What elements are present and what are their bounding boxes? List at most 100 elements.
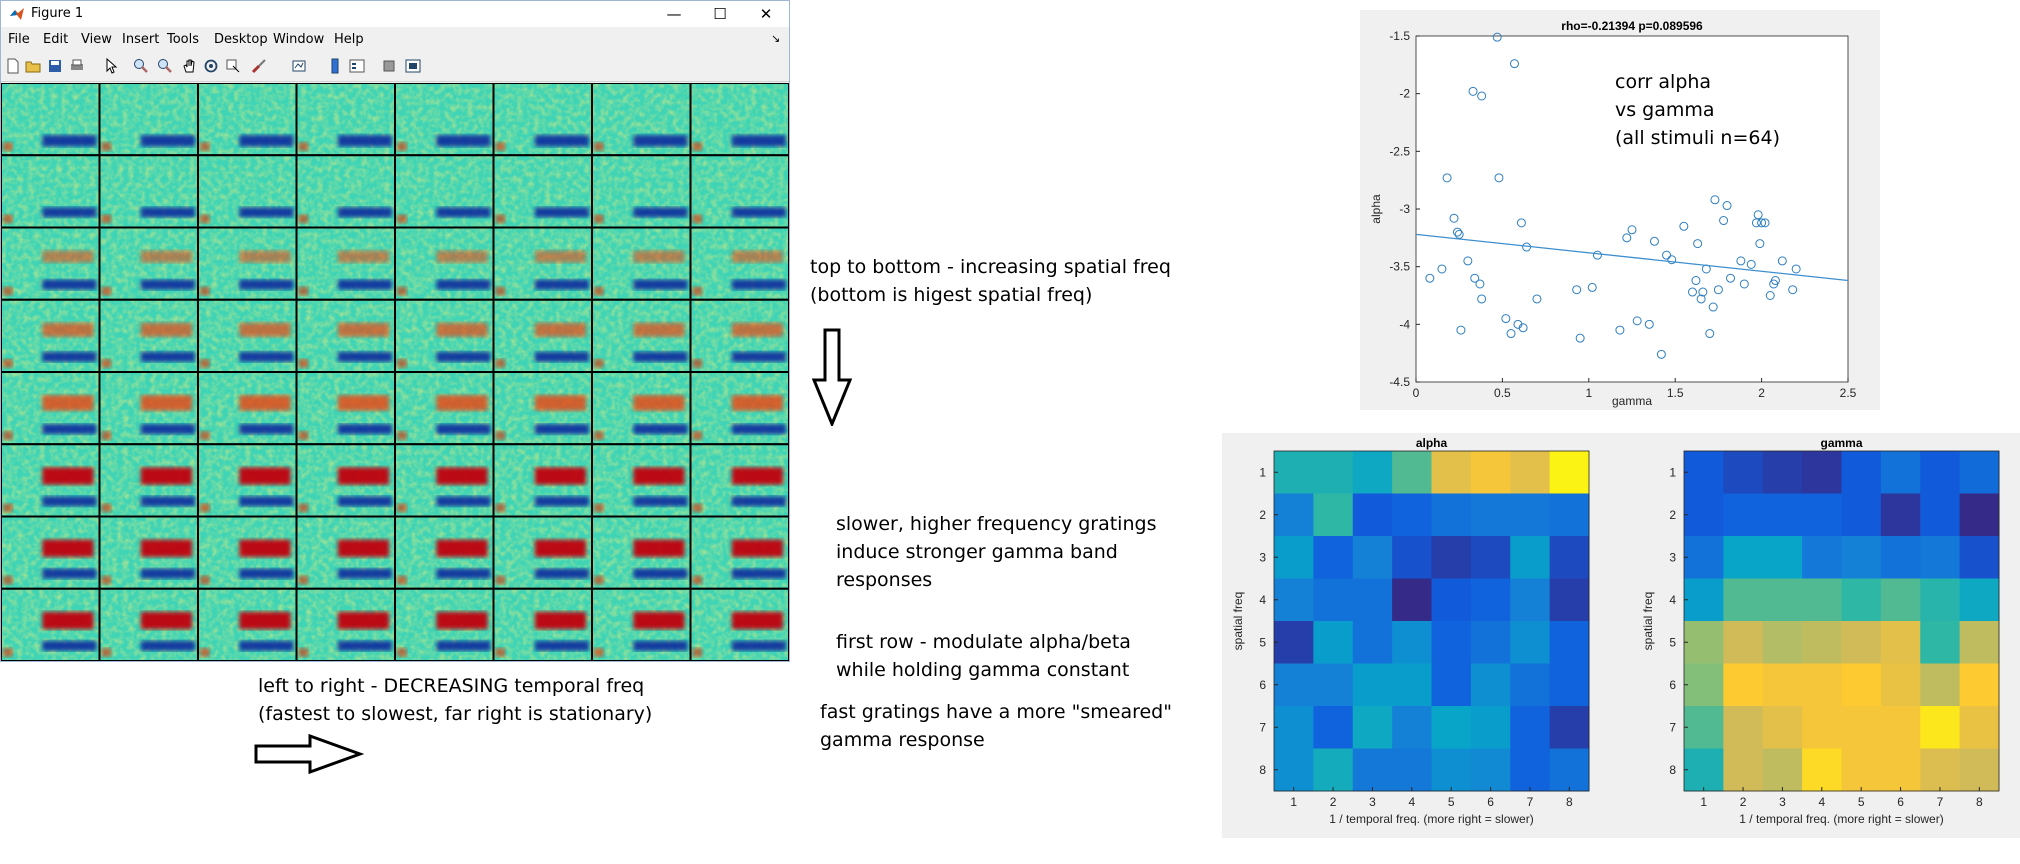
scatter-point [1468, 86, 1478, 96]
title-bar[interactable]: Figure 1 — ☐ ✕ [1, 1, 789, 27]
spectrogram-cell [98, 443, 199, 518]
figure-window[interactable]: Figure 1 — ☐ ✕ File Edit View Insert Too… [0, 0, 790, 662]
legend-icon[interactable] [349, 58, 365, 74]
close-button[interactable]: ✕ [759, 5, 773, 23]
hide-plot-tools-icon[interactable] [381, 58, 397, 74]
link-icon[interactable] [291, 58, 307, 74]
heatmap-title: alpha [1416, 436, 1448, 450]
scatter-point [1452, 227, 1462, 237]
x-tick-label: 5 [1448, 795, 1455, 809]
spectrogram-cell [394, 371, 495, 446]
spectrogram-cell [394, 443, 495, 518]
menu-window[interactable]: Window [273, 32, 325, 47]
zoom-in-icon[interactable] [133, 58, 149, 74]
new-figure-icon[interactable] [5, 58, 21, 74]
spectrogram-cell [1, 371, 101, 446]
brush-icon[interactable] [251, 58, 267, 74]
spectrogram-cell [1, 83, 101, 157]
heatmap-ylabel: spatial freq [1641, 592, 1655, 651]
scatter-point [1425, 273, 1435, 283]
save-icon[interactable] [47, 58, 63, 74]
scatter-point [1632, 316, 1642, 326]
maximize-button[interactable]: ☐ [713, 5, 727, 23]
heatmap-cell [1470, 748, 1511, 792]
open-icon[interactable] [25, 58, 41, 74]
menu-tools[interactable]: Tools [167, 32, 200, 47]
print-icon[interactable] [69, 58, 85, 74]
y-tick-label: -3.5 [1389, 260, 1410, 274]
heatmap-cell [1274, 663, 1314, 707]
spectrogram-cell [492, 371, 593, 446]
zoom-out-icon[interactable] [157, 58, 173, 74]
spectrogram-cell [98, 83, 199, 157]
menu-help[interactable]: Help [334, 32, 364, 47]
show-plot-tools-icon[interactable] [405, 58, 421, 74]
spectrogram-cell [689, 515, 789, 590]
heatmap-cell [1510, 536, 1551, 579]
scatter-point [1739, 279, 1749, 289]
heatmap-cell [1549, 748, 1590, 792]
heatmap-cell [1802, 663, 1842, 707]
y-tick-label: 1 [1669, 465, 1676, 479]
menu-insert[interactable]: Insert [122, 32, 160, 47]
y-tick-label: -2 [1399, 87, 1410, 101]
x-tick-label: 2 [1758, 386, 1765, 400]
spectrogram-cell [591, 515, 692, 590]
spectrogram-cell [591, 587, 692, 661]
scatter-point [1494, 173, 1504, 183]
spectrogram-cell [492, 298, 593, 373]
annotation-spatial: top to bottom - increasing spatial freq … [810, 256, 1171, 306]
heatmap-cell [1841, 621, 1882, 664]
scatter-point [1753, 210, 1763, 220]
scatter-point [1437, 264, 1447, 274]
heatmap-cell [1549, 621, 1590, 664]
y-tick-label: -3 [1399, 202, 1410, 216]
pointer-icon[interactable] [103, 58, 119, 74]
spectrogram-cell [591, 443, 692, 518]
dock-arrow-icon[interactable]: ↘ [771, 32, 781, 45]
heatmap-cell [1313, 493, 1354, 537]
colorbar-icon[interactable] [327, 58, 343, 74]
heatmap-cell [1802, 621, 1842, 664]
heatmap-cell [1274, 536, 1314, 579]
heatmap-cell [1880, 536, 1921, 579]
menu-edit[interactable]: Edit [43, 32, 69, 47]
menu-file[interactable]: File [8, 32, 30, 47]
x-tick-label: 7 [1527, 795, 1534, 809]
scatter-chart: rho=-0.21394 p=0.089596 gamma alpha 0 0.5… [1369, 19, 1857, 408]
spectrogram-cell [1, 587, 101, 661]
data-cursor-icon[interactable] [225, 58, 241, 74]
x-tick-label: 2 [1330, 795, 1337, 809]
scatter-point [1691, 276, 1701, 286]
heatmap-cell [1959, 663, 2000, 707]
heatmap-cell [1470, 663, 1511, 707]
heatmap-cell [1392, 578, 1432, 622]
menu-desktop[interactable]: Desktop [214, 32, 268, 47]
scatter-point [1649, 236, 1659, 246]
scatter-axes [1415, 35, 1849, 383]
scatter-point [1475, 279, 1485, 289]
heatmap-frame [1273, 450, 1590, 792]
y-tick-label: 2 [1669, 508, 1676, 522]
y-tick-label: 5 [1259, 635, 1266, 649]
heatmap-xlabel: 1 / temporal freq. (more right = slower) [1739, 812, 1943, 826]
heatmap-cell [1392, 451, 1432, 494]
scatter-point [1687, 287, 1697, 297]
rotate-icon[interactable] [203, 58, 219, 74]
heatmap-cell [1510, 621, 1551, 664]
heatmap-cell [1723, 578, 1764, 622]
heatmap-cell [1392, 536, 1432, 579]
menu-view[interactable]: View [81, 32, 112, 47]
pan-icon[interactable] [181, 58, 197, 74]
spectrogram-cell [591, 298, 692, 373]
heatmap-xlabel: 1 / temporal freq. (more right = slower) [1329, 812, 1533, 826]
scatter-point [1755, 239, 1765, 249]
heatmap-cell [1762, 493, 1803, 537]
scatter-point [1736, 256, 1746, 266]
spectrogram-cell [394, 83, 495, 157]
scatter-point [1757, 218, 1767, 228]
heatmap-cell [1802, 536, 1842, 579]
x-tick-label: 6 [1487, 795, 1494, 809]
minimize-button[interactable]: — [666, 5, 682, 23]
spectrogram-cell [295, 226, 396, 301]
